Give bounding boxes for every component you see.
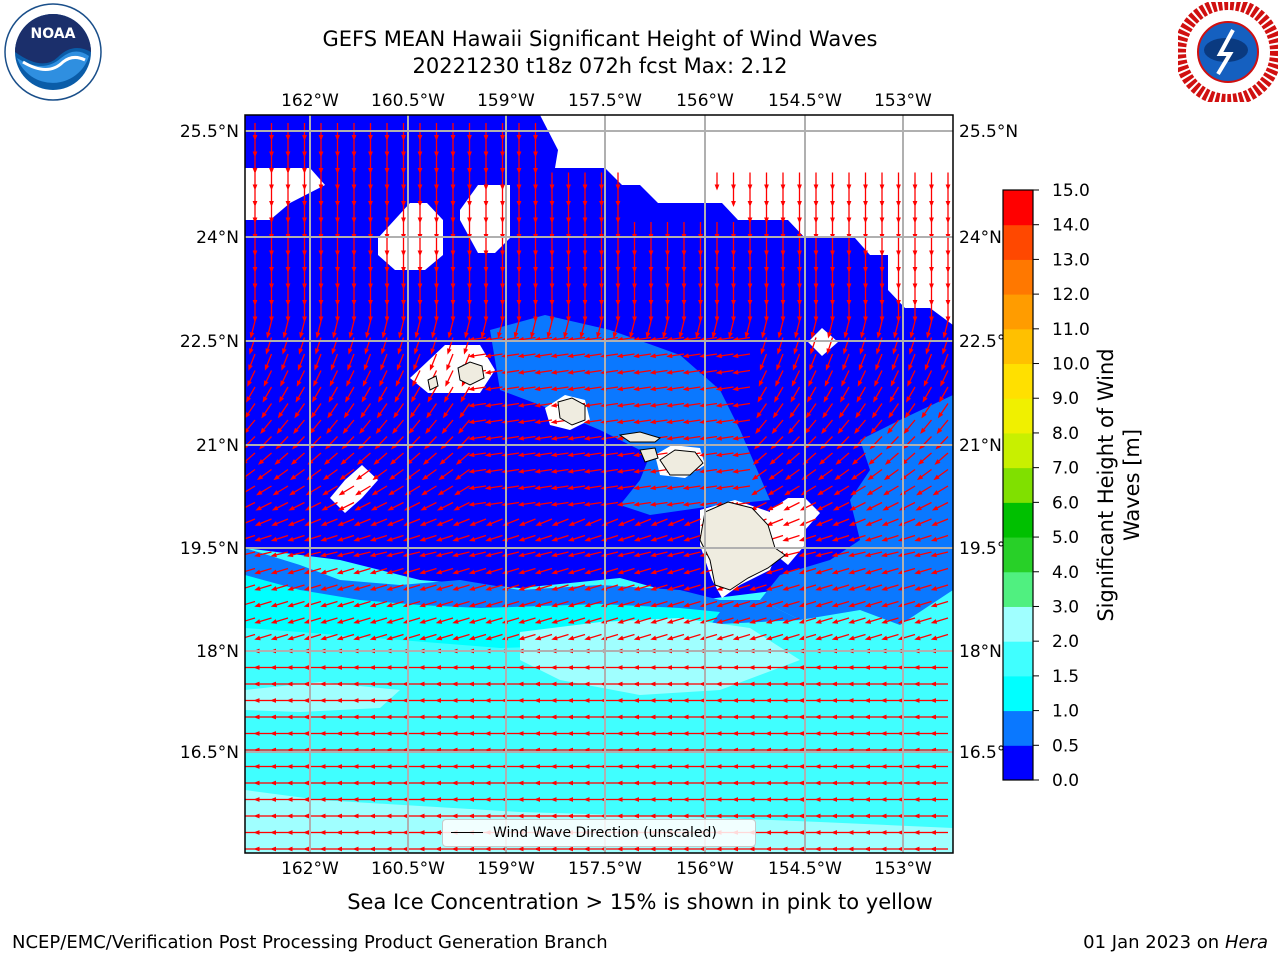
wave-field-lee-east [760,395,953,625]
colorbar-tick-label: 3.0 [1052,597,1079,617]
map-title: GEFS MEAN Hawaii Significant Height of W… [322,27,878,51]
colorbar-frame [1002,189,1034,781]
lon-tick-label-top: 156°W [676,91,734,111]
nodata-region-1 [540,115,953,325]
colorbar-segment [1003,259,1033,295]
colorbar [1002,189,1039,781]
colorbar-tick-label: 14.0 [1052,216,1090,236]
lat-tick-label-left: 21°N [196,436,239,456]
lat-tick-label-left: 22.5°N [180,332,239,352]
colorbar-tick-label: 13.0 [1052,250,1090,270]
colorbar-tick-label: 7.0 [1052,459,1079,479]
lon-tick-label-bottom: 159°W [477,859,535,879]
lat-tick-label-left: 25.5°N [180,122,239,142]
noaa-logo-icon: NOAA [4,3,102,101]
island-5 [557,397,586,426]
footer-date: 01 Jan 2023 on [1083,932,1225,953]
colorbar-segment [1003,467,1033,503]
lon-tick-label-top: 153°W [874,91,932,111]
map-legend: Wind Wave Direction (unscaled) [442,819,756,847]
colorbar-segment [1003,398,1033,434]
colorbar-segment [1003,363,1033,399]
colorbar-segment [1003,224,1033,260]
colorbar-tick-label: 5.0 [1052,528,1079,548]
colorbar-label-line2: Waves [m] [1120,428,1144,542]
colorbar-tick-label: 12.0 [1052,285,1090,305]
colorbar-tick-label: 2.0 [1052,632,1079,652]
lat-tick-label-right: 18°N [959,642,1002,662]
colorbar-segment [1003,641,1033,677]
wave-field-pale-1 [520,618,800,695]
footer-org: NCEP/EMC/Verification Post Processing Pr… [12,932,608,953]
island-1 [699,501,786,591]
colorbar-segment [1003,745,1033,781]
colorbar-tick-label: 9.0 [1052,389,1079,409]
lon-tick-label-top: 160.5°W [371,91,445,111]
map-frame [244,114,954,854]
svg-text:NOAA: NOAA [31,26,76,42]
colorbar-tick-label: 4.0 [1052,563,1079,583]
island-2 [659,449,704,476]
colorbar-segment [1003,571,1033,607]
colorbar-segment [1003,502,1033,538]
lat-tick-label-left: 19.5°N [180,539,239,559]
colorbar-label-line1: Significant Height of Wind [1094,348,1118,622]
colorbar-tick-label: 10.0 [1052,355,1090,375]
lat-tick-label-left: 18°N [196,642,239,662]
colorbar-segment [1003,294,1033,330]
legend-line-sample [451,832,483,833]
lat-tick-label-right: 25.5°N [959,122,1018,142]
map-subtitle: 20221230 t18z 072h fcst Max: 2.12 [412,54,788,78]
colorbar-tick-label: 8.0 [1052,424,1079,444]
colorbar-segment [1003,606,1033,642]
lon-tick-label-top: 154.5°W [768,91,842,111]
legend-label: Wind Wave Direction (unscaled) [493,825,717,841]
island-6 [457,361,485,386]
nws-logo-icon [1178,2,1278,102]
lon-tick-label-bottom: 154.5°W [768,859,842,879]
colorbar-tick-label: 0.0 [1052,771,1079,791]
colorbar-segment [1003,710,1033,746]
lon-tick-label-bottom: 153°W [874,859,932,879]
lon-tick-label-bottom: 162°W [281,859,339,879]
lat-tick-label-right: 21°N [959,436,1002,456]
lon-tick-label-bottom: 156°W [676,859,734,879]
colorbar-tick-label: 15.0 [1052,181,1090,201]
island-3 [618,431,662,443]
wind-wave-arrows [245,123,951,852]
colorbar-segment [1003,328,1033,365]
island-4 [639,447,659,463]
lon-tick-label-top: 162°W [281,91,339,111]
lat-tick-label-right: 24°N [959,228,1002,248]
colorbar-tick-label: 6.0 [1052,493,1079,513]
colorbar-tick-label: 11.0 [1052,320,1090,340]
lon-tick-label-top: 157.5°W [568,91,642,111]
colorbar-tick-label: 1.5 [1052,667,1079,687]
map-field [245,115,953,853]
lat-tick-label-left: 24°N [196,228,239,248]
lon-tick-label-bottom: 160.5°W [371,859,445,879]
map-gridlines [245,115,953,853]
lon-tick-label-bottom: 157.5°W [568,859,642,879]
wave-field-pale-2 [245,682,400,712]
nodata-region-5 [330,465,378,513]
lon-tick-label-top: 159°W [477,91,535,111]
lat-tick-label-left: 16.5°N [180,743,239,763]
colorbar-segment [1003,537,1033,573]
island-7 [427,375,439,391]
colorbar-segment [1003,675,1033,712]
footer-host: Hera [1224,932,1268,953]
colorbar-tick-label: 1.0 [1052,702,1079,722]
sea-ice-note: Sea Ice Concentration > 15% is shown in … [347,890,933,914]
colorbar-segment [1003,190,1033,226]
colorbar-segment [1003,432,1033,469]
colorbar-tick-label: 0.5 [1052,736,1079,756]
